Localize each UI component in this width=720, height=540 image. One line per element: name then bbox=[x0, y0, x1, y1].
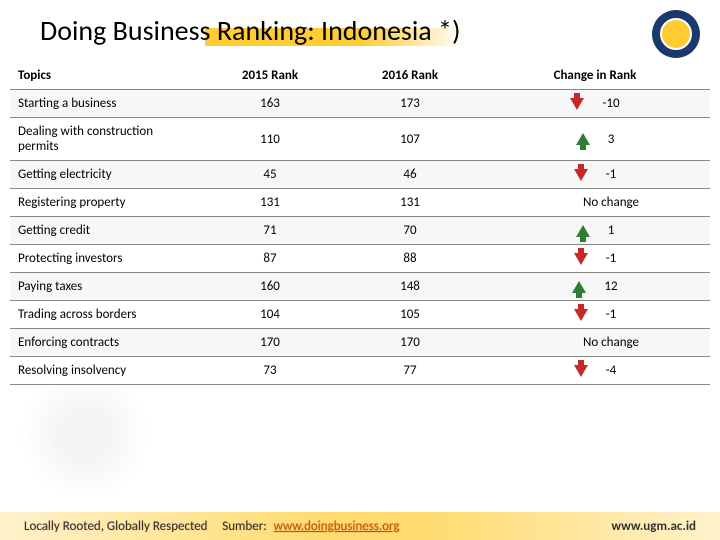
cell-change: -1 bbox=[480, 301, 710, 329]
change-value: No change bbox=[583, 335, 639, 350]
arrow-down-icon bbox=[574, 309, 588, 321]
cell-2015: 87 bbox=[200, 245, 340, 273]
cell-2016: 173 bbox=[340, 90, 480, 118]
arrow-down-icon bbox=[574, 169, 588, 181]
table-row: Enforcing contracts170170No change bbox=[10, 329, 710, 357]
table-row: Dealing with construction permits110107 3 bbox=[10, 118, 710, 161]
col-change: Change in Rank bbox=[480, 62, 710, 90]
table-row: Protecting investors8788 -1 bbox=[10, 245, 710, 273]
cell-2015: 73 bbox=[200, 357, 340, 385]
change-value: -1 bbox=[606, 167, 617, 182]
cell-topic: Getting electricity bbox=[10, 161, 200, 189]
cell-2016: 88 bbox=[340, 245, 480, 273]
page-title: Doing Business Ranking: Indonesia *) bbox=[40, 13, 460, 48]
cell-change: 12 bbox=[480, 273, 710, 301]
cell-change: No change bbox=[480, 329, 710, 357]
col-topics: Topics bbox=[10, 62, 200, 90]
footer-bar: Locally Rooted, Globally Respected Sumbe… bbox=[0, 512, 720, 540]
cell-change: No change bbox=[480, 189, 710, 217]
cell-2016: 131 bbox=[340, 189, 480, 217]
table-row: Getting electricity4546 -1 bbox=[10, 161, 710, 189]
cell-topic: Dealing with construction permits bbox=[10, 118, 200, 161]
ugm-logo-icon bbox=[652, 10, 700, 58]
footer-source-label: Sumber: bbox=[222, 519, 267, 534]
table-row: Registering property131131No change bbox=[10, 189, 710, 217]
change-value: -1 bbox=[606, 251, 617, 266]
cell-change: -4 bbox=[480, 357, 710, 385]
table-row: Trading across borders104105 -1 bbox=[10, 301, 710, 329]
watermark-icon bbox=[20, 370, 150, 500]
arrow-down-icon bbox=[574, 253, 588, 265]
cell-topic: Protecting investors bbox=[10, 245, 200, 273]
cell-topic: Starting a business bbox=[10, 90, 200, 118]
cell-change: 3 bbox=[480, 118, 710, 161]
table-row: Getting credit7170 1 bbox=[10, 217, 710, 245]
cell-topic: Resolving insolvency bbox=[10, 357, 200, 385]
cell-change: 1 bbox=[480, 217, 710, 245]
change-value: -1 bbox=[606, 307, 617, 322]
cell-change: -1 bbox=[480, 161, 710, 189]
cell-2016: 105 bbox=[340, 301, 480, 329]
change-value: 12 bbox=[604, 279, 617, 294]
table-header-row: Topics 2015 Rank 2016 Rank Change in Ran… bbox=[10, 62, 710, 90]
cell-topic: Enforcing contracts bbox=[10, 329, 200, 357]
cell-topic: Getting credit bbox=[10, 217, 200, 245]
col-2015: 2015 Rank bbox=[200, 62, 340, 90]
footer-left-text: Locally Rooted, Globally Respected bbox=[24, 519, 208, 534]
cell-2015: 163 bbox=[200, 90, 340, 118]
table-row: Resolving insolvency7377 -4 bbox=[10, 357, 710, 385]
cell-2016: 107 bbox=[340, 118, 480, 161]
cell-change: -1 bbox=[480, 245, 710, 273]
cell-topic: Registering property bbox=[10, 189, 200, 217]
col-2016: 2016 Rank bbox=[340, 62, 480, 90]
source-link[interactable]: www.doingbusiness.org bbox=[274, 519, 400, 534]
footer-url: www.ugm.ac.id bbox=[611, 519, 696, 534]
cell-2015: 71 bbox=[200, 217, 340, 245]
cell-topic: Paying taxes bbox=[10, 273, 200, 301]
arrow-up-icon bbox=[572, 281, 586, 293]
footer-tagline: Locally Rooted, Globally Respected Sumbe… bbox=[24, 519, 400, 534]
arrow-up-icon bbox=[576, 133, 590, 145]
cell-2015: 160 bbox=[200, 273, 340, 301]
arrow-down-icon bbox=[570, 98, 584, 110]
change-value: -4 bbox=[606, 363, 617, 378]
cell-2015: 110 bbox=[200, 118, 340, 161]
cell-change: -10 bbox=[480, 90, 710, 118]
cell-2015: 131 bbox=[200, 189, 340, 217]
change-value: -10 bbox=[602, 96, 619, 111]
change-value: 1 bbox=[608, 223, 615, 238]
arrow-up-icon bbox=[576, 225, 590, 237]
cell-2016: 77 bbox=[340, 357, 480, 385]
cell-2015: 45 bbox=[200, 161, 340, 189]
cell-topic: Trading across borders bbox=[10, 301, 200, 329]
table-row: Paying taxes160148 12 bbox=[10, 273, 710, 301]
change-value: No change bbox=[583, 195, 639, 210]
cell-2016: 46 bbox=[340, 161, 480, 189]
table-row: Starting a business163173 -10 bbox=[10, 90, 710, 118]
cell-2016: 170 bbox=[340, 329, 480, 357]
change-value: 3 bbox=[608, 132, 615, 147]
cell-2016: 70 bbox=[340, 217, 480, 245]
title-bar: Doing Business Ranking: Indonesia *) bbox=[0, 0, 720, 60]
arrow-down-icon bbox=[574, 365, 588, 377]
cell-2015: 170 bbox=[200, 329, 340, 357]
ranking-table: Topics 2015 Rank 2016 Rank Change in Ran… bbox=[10, 62, 710, 385]
cell-2016: 148 bbox=[340, 273, 480, 301]
cell-2015: 104 bbox=[200, 301, 340, 329]
